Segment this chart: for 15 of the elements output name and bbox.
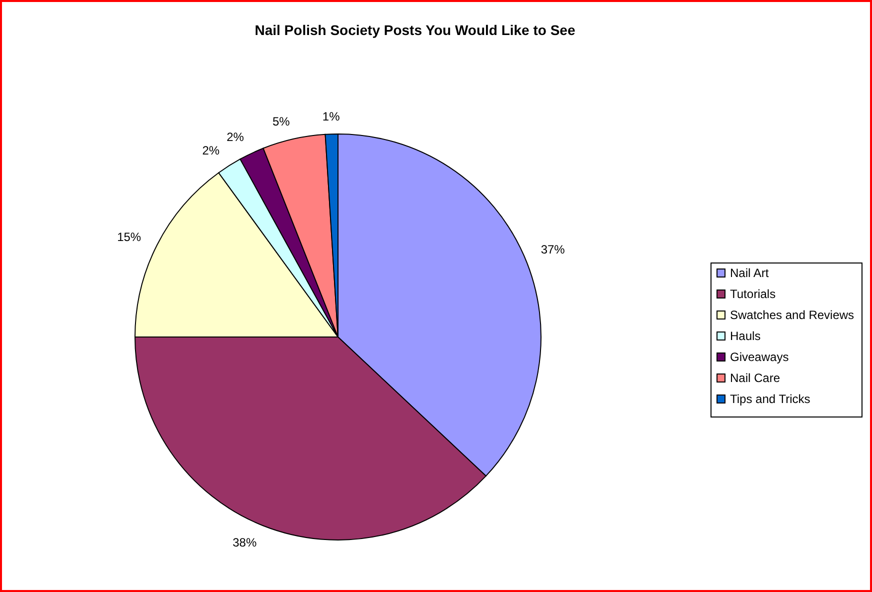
data-label: 1% xyxy=(322,109,340,124)
legend-label: Tutorials xyxy=(730,287,776,302)
legend-label: Nail Art xyxy=(730,266,770,280)
data-label: 2% xyxy=(226,130,244,144)
data-label: 5% xyxy=(272,114,290,129)
data-label: 15% xyxy=(117,230,142,244)
legend-label: Tips and Tricks xyxy=(730,392,810,406)
legend-label: Hauls xyxy=(730,329,761,344)
data-label: 38% xyxy=(232,536,257,550)
legend-label: Swatches and Reviews xyxy=(730,308,854,322)
legend-label: Nail Care xyxy=(730,371,780,386)
chart-title: Nail Polish Society Posts You Would Like to See xyxy=(254,22,576,38)
data-label: 37% xyxy=(540,242,566,256)
data-label: 2% xyxy=(202,144,220,158)
legend-label: Giveaways xyxy=(730,350,789,364)
